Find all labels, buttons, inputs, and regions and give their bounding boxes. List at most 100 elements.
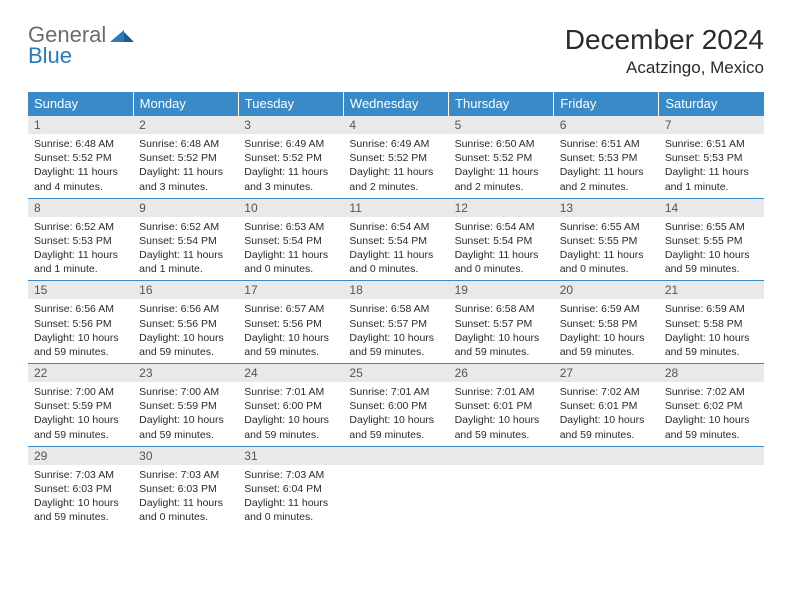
day-body: Sunrise: 6:51 AMSunset: 5:53 PMDaylight:…: [659, 134, 764, 198]
calendar-day-cell: [554, 446, 659, 528]
sunset-line: Sunset: 5:52 PM: [349, 151, 442, 165]
daylight-line: Daylight: 10 hours and 59 minutes.: [139, 413, 232, 441]
sunrise-line: Sunrise: 6:59 AM: [665, 302, 758, 316]
daylight-line: Daylight: 11 hours and 0 minutes.: [244, 496, 337, 524]
daylight-line: Daylight: 11 hours and 3 minutes.: [244, 165, 337, 193]
calendar-day-cell: 10Sunrise: 6:53 AMSunset: 5:54 PMDayligh…: [238, 198, 343, 281]
sunrise-line: Sunrise: 7:02 AM: [665, 385, 758, 399]
month-title: December 2024: [565, 24, 764, 56]
calendar-week-row: 15Sunrise: 6:56 AMSunset: 5:56 PMDayligh…: [28, 281, 764, 364]
calendar-day-cell: 30Sunrise: 7:03 AMSunset: 6:03 PMDayligh…: [133, 446, 238, 528]
day-body: Sunrise: 7:01 AMSunset: 6:00 PMDaylight:…: [343, 382, 448, 446]
sunrise-line: Sunrise: 6:48 AM: [34, 137, 127, 151]
day-number: 19: [449, 281, 554, 299]
day-number: 15: [28, 281, 133, 299]
day-body: Sunrise: 7:00 AMSunset: 5:59 PMDaylight:…: [28, 382, 133, 446]
calendar-day-cell: 19Sunrise: 6:58 AMSunset: 5:57 PMDayligh…: [449, 281, 554, 364]
calendar-day-cell: [659, 446, 764, 528]
day-body: [659, 465, 764, 472]
sunrise-line: Sunrise: 7:00 AM: [34, 385, 127, 399]
sunset-line: Sunset: 5:56 PM: [139, 317, 232, 331]
day-number: 24: [238, 364, 343, 382]
day-body: Sunrise: 6:53 AMSunset: 5:54 PMDaylight:…: [238, 217, 343, 281]
sunset-line: Sunset: 6:02 PM: [665, 399, 758, 413]
sunrise-line: Sunrise: 6:51 AM: [665, 137, 758, 151]
day-body: Sunrise: 6:52 AMSunset: 5:53 PMDaylight:…: [28, 217, 133, 281]
day-number: 5: [449, 116, 554, 134]
calendar-day-cell: 22Sunrise: 7:00 AMSunset: 5:59 PMDayligh…: [28, 364, 133, 447]
calendar-day-cell: 4Sunrise: 6:49 AMSunset: 5:52 PMDaylight…: [343, 116, 448, 199]
day-number: 31: [238, 447, 343, 465]
weekday-header: Sunday: [28, 92, 133, 116]
day-number: 13: [554, 199, 659, 217]
calendar-body: 1Sunrise: 6:48 AMSunset: 5:52 PMDaylight…: [28, 116, 764, 529]
sunset-line: Sunset: 5:58 PM: [560, 317, 653, 331]
sunrise-line: Sunrise: 6:52 AM: [34, 220, 127, 234]
calendar-day-cell: 20Sunrise: 6:59 AMSunset: 5:58 PMDayligh…: [554, 281, 659, 364]
day-body: Sunrise: 6:59 AMSunset: 5:58 PMDaylight:…: [554, 299, 659, 363]
calendar-page: General Blue December 2024 Acatzingo, Me…: [0, 0, 792, 552]
sunset-line: Sunset: 5:52 PM: [244, 151, 337, 165]
brand-logo: General Blue: [28, 24, 134, 67]
daylight-line: Daylight: 10 hours and 59 minutes.: [244, 331, 337, 359]
sunset-line: Sunset: 6:00 PM: [349, 399, 442, 413]
daylight-line: Daylight: 10 hours and 59 minutes.: [349, 331, 442, 359]
day-body: Sunrise: 6:48 AMSunset: 5:52 PMDaylight:…: [28, 134, 133, 198]
day-number: 22: [28, 364, 133, 382]
brand-mark-icon: [110, 26, 134, 46]
day-number: 1: [28, 116, 133, 134]
calendar-week-row: 1Sunrise: 6:48 AMSunset: 5:52 PMDaylight…: [28, 116, 764, 199]
day-number: [449, 447, 554, 465]
daylight-line: Daylight: 11 hours and 1 minute.: [34, 248, 127, 276]
sunset-line: Sunset: 5:54 PM: [139, 234, 232, 248]
day-body: Sunrise: 6:55 AMSunset: 5:55 PMDaylight:…: [554, 217, 659, 281]
day-number: [659, 447, 764, 465]
day-body: Sunrise: 6:54 AMSunset: 5:54 PMDaylight:…: [449, 217, 554, 281]
calendar-day-cell: 27Sunrise: 7:02 AMSunset: 6:01 PMDayligh…: [554, 364, 659, 447]
calendar-day-cell: 6Sunrise: 6:51 AMSunset: 5:53 PMDaylight…: [554, 116, 659, 199]
day-number: 18: [343, 281, 448, 299]
daylight-line: Daylight: 11 hours and 0 minutes.: [455, 248, 548, 276]
calendar-day-cell: 15Sunrise: 6:56 AMSunset: 5:56 PMDayligh…: [28, 281, 133, 364]
day-body: Sunrise: 6:58 AMSunset: 5:57 PMDaylight:…: [449, 299, 554, 363]
sunset-line: Sunset: 6:04 PM: [244, 482, 337, 496]
daylight-line: Daylight: 11 hours and 0 minutes.: [349, 248, 442, 276]
page-header: General Blue December 2024 Acatzingo, Me…: [28, 24, 764, 78]
sunrise-line: Sunrise: 6:49 AM: [244, 137, 337, 151]
sunrise-line: Sunrise: 6:58 AM: [455, 302, 548, 316]
title-block: December 2024 Acatzingo, Mexico: [565, 24, 764, 78]
weekday-header: Thursday: [449, 92, 554, 116]
day-number: 28: [659, 364, 764, 382]
calendar-day-cell: 18Sunrise: 6:58 AMSunset: 5:57 PMDayligh…: [343, 281, 448, 364]
day-body: Sunrise: 6:50 AMSunset: 5:52 PMDaylight:…: [449, 134, 554, 198]
sunrise-line: Sunrise: 6:51 AM: [560, 137, 653, 151]
day-number: 16: [133, 281, 238, 299]
brand-text: General Blue: [28, 24, 106, 67]
calendar-day-cell: 14Sunrise: 6:55 AMSunset: 5:55 PMDayligh…: [659, 198, 764, 281]
calendar-day-cell: 13Sunrise: 6:55 AMSunset: 5:55 PMDayligh…: [554, 198, 659, 281]
sunset-line: Sunset: 5:54 PM: [244, 234, 337, 248]
sunset-line: Sunset: 5:52 PM: [34, 151, 127, 165]
daylight-line: Daylight: 11 hours and 4 minutes.: [34, 165, 127, 193]
day-body: Sunrise: 6:49 AMSunset: 5:52 PMDaylight:…: [343, 134, 448, 198]
weekday-header: Saturday: [659, 92, 764, 116]
day-number: [554, 447, 659, 465]
day-body: [343, 465, 448, 472]
sunrise-line: Sunrise: 6:54 AM: [455, 220, 548, 234]
day-body: Sunrise: 6:49 AMSunset: 5:52 PMDaylight:…: [238, 134, 343, 198]
sunrise-line: Sunrise: 7:03 AM: [34, 468, 127, 482]
location-label: Acatzingo, Mexico: [565, 58, 764, 78]
day-number: 11: [343, 199, 448, 217]
brand-word-blue: Blue: [28, 45, 106, 67]
day-number: 29: [28, 447, 133, 465]
sunrise-line: Sunrise: 7:03 AM: [244, 468, 337, 482]
day-body: Sunrise: 7:03 AMSunset: 6:03 PMDaylight:…: [133, 465, 238, 529]
calendar-day-cell: 11Sunrise: 6:54 AMSunset: 5:54 PMDayligh…: [343, 198, 448, 281]
day-body: Sunrise: 6:56 AMSunset: 5:56 PMDaylight:…: [133, 299, 238, 363]
sunset-line: Sunset: 5:59 PM: [34, 399, 127, 413]
sunrise-line: Sunrise: 6:48 AM: [139, 137, 232, 151]
calendar-day-cell: 2Sunrise: 6:48 AMSunset: 5:52 PMDaylight…: [133, 116, 238, 199]
day-body: [449, 465, 554, 472]
sunset-line: Sunset: 6:03 PM: [34, 482, 127, 496]
calendar-day-cell: 1Sunrise: 6:48 AMSunset: 5:52 PMDaylight…: [28, 116, 133, 199]
